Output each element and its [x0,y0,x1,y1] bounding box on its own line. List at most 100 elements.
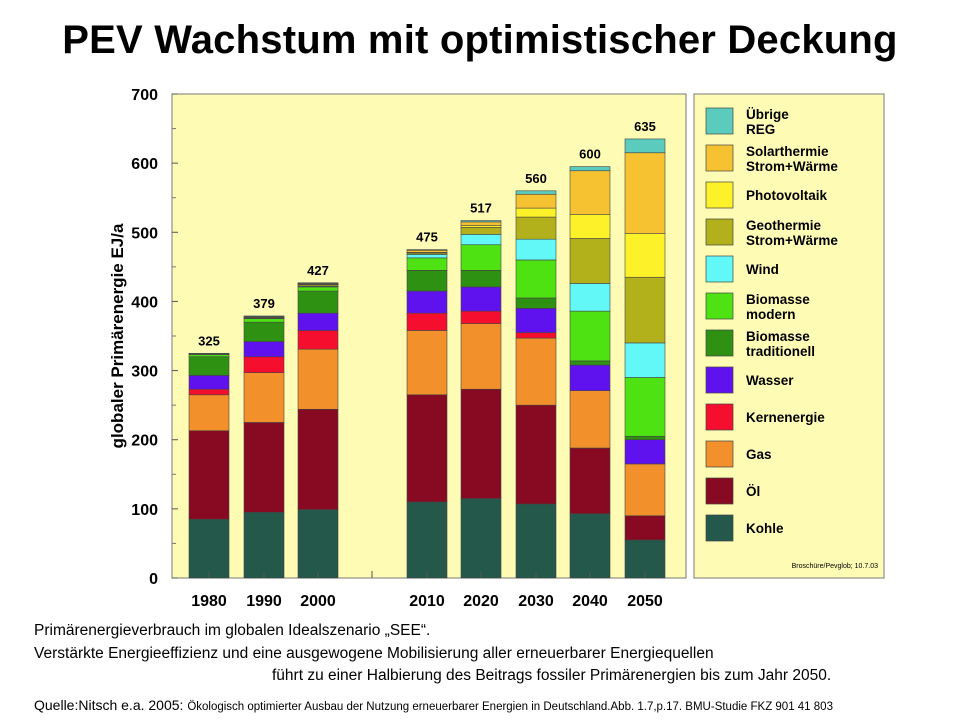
bar-segment [460,388,502,499]
y-tick-label: 700 [131,87,158,104]
x-tick-label: 2000 [300,593,336,610]
bar-segment [569,238,611,284]
legend-label: Strom+Wärme [746,233,838,248]
legend-label: Biomasse [746,292,810,307]
bar-segment [624,439,666,465]
legend-label: Photovoltaik [746,188,827,203]
caption-line-1: Primärenergieverbrauch im globalen Ideal… [34,622,431,639]
bar-segment [515,207,557,218]
legend-label: Geothermie [746,218,822,233]
x-tick-label: 2010 [409,593,445,610]
bar-segment [515,259,557,299]
bar-segment [515,404,557,505]
source-prefix: Quelle:Nitsch e.a. 2005: [34,697,184,713]
legend: ÜbrigeREGSolarthermieStrom+WärmePhotovol… [705,107,838,542]
bar-segment [297,509,339,579]
bar-segment [460,227,502,235]
caption-line-3: führt zu einer Halbierung des Beitrags f… [272,667,832,684]
chart-title: PEV Wachstum mit optimistischer Deckung [62,18,898,62]
bar-segment [297,312,339,331]
y-tick-label: 200 [131,433,158,450]
bar-segment [569,310,611,362]
bar-segment [188,518,230,579]
legend-label: modern [746,307,796,322]
bar-segment [297,286,339,292]
bar-segment [243,422,285,513]
legend-swatch [705,440,734,468]
bar-segment [569,166,611,172]
bar-segment [188,352,230,355]
bar-total-label: 560 [525,171,547,186]
legend-label: Strom+Wärme [746,159,838,174]
x-tick-label: 2040 [572,593,608,610]
legend-label: Solarthermie [746,144,829,159]
bars: 325 379 427 475 517 560 600 635 [188,119,666,579]
y-axis-label: globaler Primärenergie EJ/a [108,223,127,448]
bar-segment [460,323,502,390]
bar-segment [188,375,230,390]
legend-swatch [705,366,734,394]
bar-segment [188,356,230,376]
bar-segment [297,290,339,314]
bar-segment [515,297,557,309]
bar-segment [460,498,502,579]
bar-segment [624,276,666,344]
bar-segment [460,234,502,246]
bar-segment [569,513,611,579]
bar-segment [297,348,339,410]
bar-segment [460,220,502,223]
bar-segment [243,315,285,317]
bar-segment [297,330,339,350]
bar-segment [297,282,339,284]
legend-note: Broschüre/Pevglob; 10.7.03 [792,563,878,570]
bar-segment [243,372,285,423]
bar-segment [569,170,611,215]
bar-segment [569,360,611,366]
bar-segment [460,270,502,288]
legend-swatch [705,144,734,172]
bar-segment [460,286,502,312]
bar-segment [624,138,666,154]
bar-segment [624,515,666,541]
bar-segment [624,152,666,234]
legend-label: Kernenergie [746,410,825,425]
bar-segment [624,233,666,278]
y-tick-label: 300 [131,364,158,381]
bar-total-label: 427 [307,263,329,278]
bar-segment [624,435,666,441]
bar-segment [515,216,557,240]
bar-segment [515,238,557,261]
x-tick-label: 1980 [191,593,227,610]
bar-segment [406,257,448,271]
bar-segment [188,430,230,520]
bar-segment [406,254,448,259]
x-tick-label: 2030 [518,593,554,610]
legend-swatch [705,218,734,246]
legend-swatch [705,255,734,283]
bar-total-label: 517 [470,201,492,216]
legend-label: Übrige [746,107,789,122]
caption-line-2: Verstärkte Energieeffizienz und eine aus… [34,645,714,662]
y-tick-label: 400 [131,294,158,311]
bar-segment [188,388,230,396]
source-note: Quelle:Nitsch e.a. 2005: Ökologisch opti… [34,697,833,713]
bar-segment [569,447,611,514]
bar-segment [569,214,611,239]
legend-label: REG [746,122,775,137]
legend-swatch [705,292,734,320]
bar-segment [406,501,448,579]
legend-label: Kohle [746,521,784,536]
bar-total-label: 325 [198,333,220,348]
legend-swatch [705,107,734,135]
bar-segment [406,249,448,253]
legend-swatch [705,329,734,357]
bar-segment [515,503,557,579]
bar-segment [515,190,557,195]
legend-swatch [705,181,734,209]
bar-segment [243,318,285,323]
bar-segment [406,270,448,292]
bar-segment [460,310,502,324]
bar-segment [406,394,448,503]
bar-segment [243,321,285,342]
